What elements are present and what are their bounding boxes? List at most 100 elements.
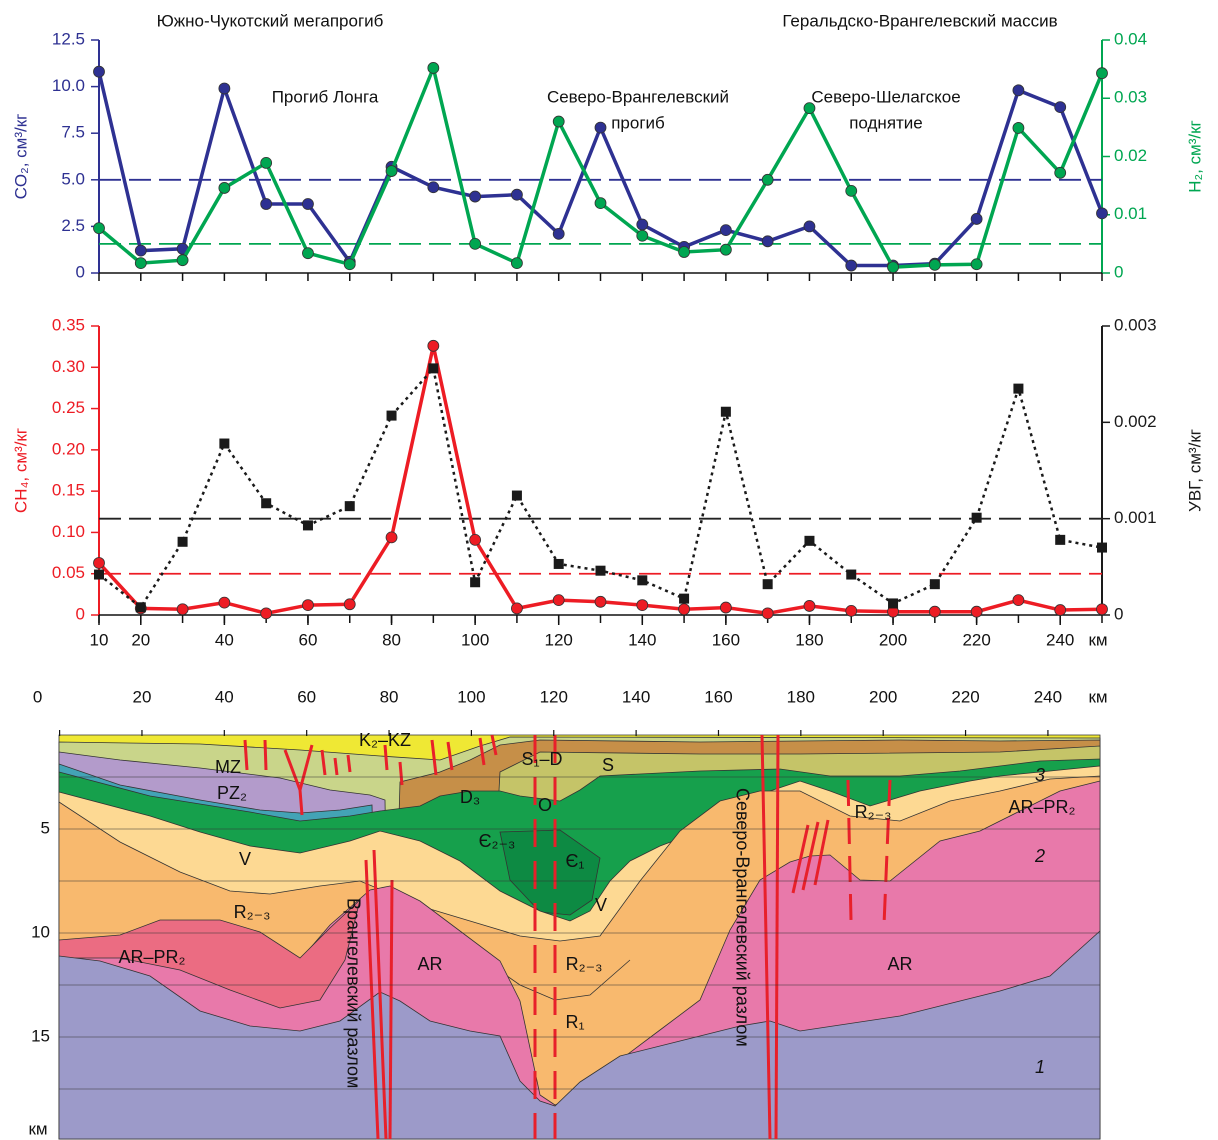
marker <box>930 579 940 589</box>
marker <box>1097 604 1108 615</box>
layer-label: Є₂₋₃ <box>479 831 516 851</box>
marker <box>428 340 439 351</box>
marker <box>721 407 731 417</box>
marker <box>135 258 146 269</box>
cross-section: K₂–KZ MZ PZ₂ S₁–D S D₃ O Є₂₋₃ Є₁ V V R₂₋… <box>59 730 1100 1139</box>
x-tick-label: 120 <box>545 630 573 649</box>
x-tick-label: 200 <box>879 630 907 649</box>
layer-label: AR <box>417 954 442 974</box>
marker <box>554 559 564 569</box>
annotation: Северо-Врангелевский <box>547 87 729 106</box>
marker <box>846 570 856 580</box>
y-tick-label: 0.20 <box>52 439 85 458</box>
y-tick-label: 0.30 <box>52 357 85 376</box>
y-tick-label: 7.5 <box>61 123 85 142</box>
marker <box>553 595 564 606</box>
marker <box>971 259 982 270</box>
y-axis-label: CH₄, см³/кг <box>11 428 30 513</box>
marker <box>679 594 689 604</box>
annotation: прогиб <box>611 113 665 132</box>
y2-tick-label: 0.04 <box>1114 29 1147 48</box>
marker <box>261 157 272 168</box>
marker <box>804 103 815 114</box>
marker <box>302 248 313 259</box>
marker <box>1013 122 1024 133</box>
marker <box>762 174 773 185</box>
layer-label: V <box>595 895 607 915</box>
marker <box>637 575 647 585</box>
y-tick-label: 5 <box>41 818 50 837</box>
marker <box>762 608 773 619</box>
marker <box>763 579 773 589</box>
y-tick-label: 10 <box>31 922 50 941</box>
x-axis-label: км <box>1088 630 1107 649</box>
layer-label: AR–PR₂ <box>118 947 185 967</box>
x-tick-label: 180 <box>787 687 815 706</box>
marker <box>595 122 606 133</box>
x-tick-label: 40 <box>215 630 234 649</box>
y-tick-label: 0 <box>76 262 85 281</box>
layer-label: R₁ <box>565 1012 584 1032</box>
y-axis-label: CO₂, см³/кг <box>11 114 30 200</box>
marker <box>302 600 313 611</box>
marker <box>94 66 105 77</box>
marker <box>94 223 105 234</box>
marker <box>344 599 355 610</box>
marker <box>553 116 564 127</box>
marker <box>929 606 940 617</box>
y2-tick-label: 0.003 <box>1114 315 1157 334</box>
annotation: Южно-Чукотский мегапрогиб <box>157 11 384 30</box>
marker <box>846 260 857 271</box>
marker <box>888 262 899 273</box>
y2-tick-label: 0 <box>1114 262 1123 281</box>
marker <box>178 537 188 547</box>
annotation: поднятие <box>849 113 923 132</box>
marker <box>219 439 229 449</box>
y2-tick-label: 0.02 <box>1114 146 1147 165</box>
marker <box>720 602 731 613</box>
marker <box>720 225 731 236</box>
x-tick-label: 160 <box>704 687 732 706</box>
layer-label: D₃ <box>460 787 480 807</box>
marker <box>261 498 271 508</box>
marker <box>971 606 982 617</box>
y2-tick-label: 0.01 <box>1114 204 1147 223</box>
marker <box>1013 595 1024 606</box>
y2-tick-label: 0.001 <box>1114 508 1157 527</box>
marker <box>303 520 313 530</box>
x-tick-label: 20 <box>131 630 150 649</box>
y2-tick-label: 0.002 <box>1114 412 1157 431</box>
marker <box>679 604 690 615</box>
layer-label: 2 <box>1034 846 1045 866</box>
x-tick-label: 60 <box>298 630 317 649</box>
y-tick-label: 0.25 <box>52 398 85 417</box>
marker <box>177 255 188 266</box>
marker <box>637 230 648 241</box>
marker <box>219 597 230 608</box>
marker <box>846 185 857 196</box>
x-tick-label: 0 <box>33 687 42 706</box>
marker <box>470 191 481 202</box>
marker <box>470 534 481 545</box>
marker <box>135 245 146 256</box>
marker <box>888 598 898 608</box>
marker <box>1055 535 1065 545</box>
x-tick-label: 100 <box>457 687 485 706</box>
y-tick-label: 12.5 <box>52 29 85 48</box>
fault-label: Северо-Врангелевский разлом <box>732 788 752 1047</box>
chart: K₂–KZ MZ PZ₂ S₁–D S D₃ O Є₂₋₃ Є₁ V V R₂₋… <box>0 0 1218 1140</box>
layer-label: AR–PR₂ <box>1008 797 1075 817</box>
y2-tick-label: 0 <box>1114 604 1123 623</box>
marker <box>637 600 648 611</box>
x-tick-label: 160 <box>712 630 740 649</box>
marker <box>762 236 773 247</box>
marker <box>1097 543 1107 553</box>
layer-label: AR <box>887 954 912 974</box>
y-tick-label: 0 <box>76 604 85 623</box>
marker <box>261 199 272 210</box>
layer-label: V <box>239 849 251 869</box>
marker <box>428 62 439 73</box>
layer-label: S₁–D <box>521 749 562 769</box>
x-tick-label: 80 <box>382 630 401 649</box>
layer-label: R₂₋₃ <box>855 802 892 822</box>
